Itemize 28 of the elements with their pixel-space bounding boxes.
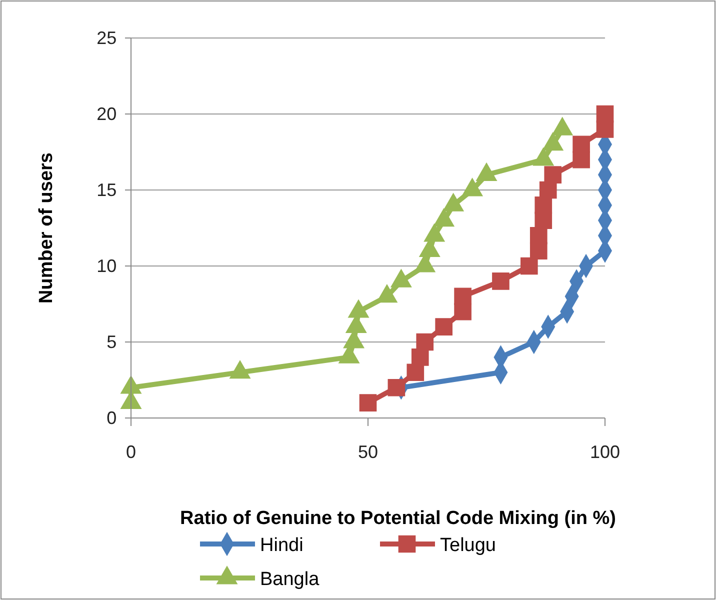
x-tick-label: 100 <box>590 442 620 462</box>
legend-label: Telugu <box>440 535 496 556</box>
point <box>435 318 452 336</box>
legend-label: Bangla <box>260 569 320 590</box>
point <box>492 272 510 290</box>
point <box>544 166 562 184</box>
y-tick-label: 25 <box>96 28 117 48</box>
point <box>454 288 472 306</box>
point <box>411 348 429 366</box>
point <box>534 196 552 214</box>
y-tick-label: 20 <box>96 104 117 124</box>
legend-label: Hindi <box>260 535 304 556</box>
y-tick-label: 5 <box>106 332 117 352</box>
x-axis-title: Ratio of Genuine to Potential Code Mixing (in %) <box>180 508 616 529</box>
x-tick-label: 0 <box>126 442 136 462</box>
point <box>596 105 614 123</box>
point <box>530 226 548 244</box>
point <box>572 136 590 154</box>
y-axis-title: Number of users <box>36 152 57 304</box>
x-tick-label: 50 <box>358 442 378 462</box>
point <box>539 181 557 199</box>
point <box>359 394 377 412</box>
point <box>416 333 434 351</box>
point <box>388 378 406 396</box>
y-tick-label: 0 <box>106 408 117 428</box>
y-tick-label: 15 <box>96 180 117 200</box>
y-tick-label: 10 <box>96 256 117 276</box>
point <box>520 257 538 275</box>
